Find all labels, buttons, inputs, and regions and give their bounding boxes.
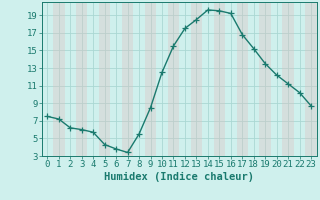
Bar (305, 2, 317, 156)
Bar (168, 2, 179, 156)
Bar (282, 2, 294, 156)
Bar (99, 2, 110, 156)
Bar (122, 2, 133, 156)
Bar (145, 2, 156, 156)
Bar (76, 2, 87, 156)
Bar (53, 2, 65, 156)
Bar (236, 2, 248, 156)
Bar (260, 2, 271, 156)
Bar (214, 2, 225, 156)
X-axis label: Humidex (Indice chaleur): Humidex (Indice chaleur) (104, 172, 254, 182)
Bar (191, 2, 202, 156)
